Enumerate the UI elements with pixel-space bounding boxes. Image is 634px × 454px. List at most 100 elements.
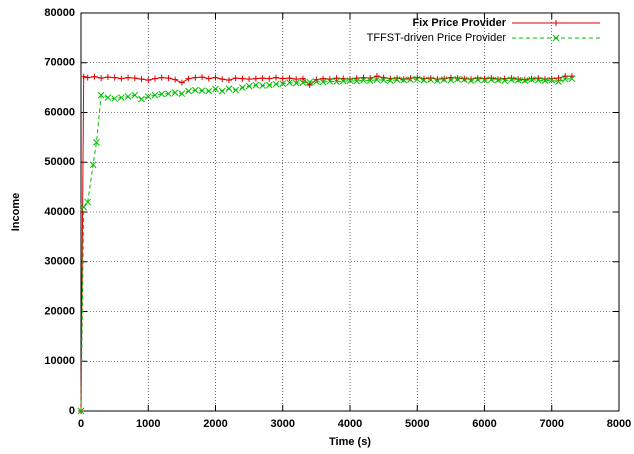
point-marker: [239, 75, 246, 82]
x-tick-label: 1000: [136, 418, 160, 430]
point-marker: [266, 75, 273, 82]
point-marker: [400, 76, 408, 84]
point-marker: [131, 91, 139, 99]
point-marker: [212, 85, 219, 93]
point-marker: [118, 75, 125, 82]
point-marker: [320, 75, 327, 82]
point-marker: [198, 87, 206, 94]
point-marker: [84, 74, 91, 81]
x-tick-label: 3000: [271, 418, 295, 430]
point-marker: [124, 93, 132, 100]
y-tick-label: 70000: [44, 57, 75, 69]
legend-marker: [552, 34, 560, 42]
point-marker: [77, 407, 85, 415]
point-marker: [339, 77, 347, 85]
x-tick-label: 4000: [338, 418, 362, 430]
point-marker: [413, 75, 421, 83]
point-marker: [420, 76, 428, 84]
point-marker: [98, 75, 105, 82]
point-marker: [265, 81, 273, 89]
point-marker: [548, 76, 556, 84]
point-marker: [259, 75, 266, 82]
point-marker: [454, 75, 461, 83]
point-marker: [353, 77, 361, 85]
x-tick-label: 5000: [405, 418, 429, 430]
point-marker: [91, 73, 98, 80]
y-axis-label: Income: [10, 193, 22, 232]
point-marker: [212, 74, 219, 81]
point-marker: [393, 76, 401, 84]
point-marker: [461, 75, 468, 82]
point-marker: [541, 77, 549, 85]
point-marker: [111, 74, 118, 81]
legend-label: Fix Price Provider: [412, 17, 506, 29]
point-marker: [319, 78, 327, 86]
point-marker: [299, 75, 306, 82]
point-marker: [360, 76, 367, 84]
series-line: [80, 78, 572, 412]
point-marker: [467, 77, 475, 85]
point-marker: [380, 76, 387, 84]
point-marker: [293, 76, 300, 83]
point-marker: [454, 75, 461, 82]
y-tick-label: 60000: [44, 106, 75, 118]
point-marker: [353, 75, 360, 82]
point-marker: [138, 76, 145, 83]
point-marker: [252, 81, 260, 89]
point-marker: [528, 75, 535, 82]
x-tick-label: 8000: [607, 418, 631, 430]
x-axis-label: Time (s): [329, 436, 371, 448]
y-tick-label: 30000: [44, 256, 75, 268]
point-marker: [279, 80, 287, 87]
point-marker: [346, 77, 354, 85]
point-marker: [568, 75, 576, 83]
y-tick-label: 80000: [44, 7, 75, 19]
point-marker: [528, 76, 535, 84]
point-marker: [555, 78, 562, 86]
point-marker: [515, 76, 522, 83]
point-marker: [158, 74, 165, 81]
point-marker: [219, 76, 226, 83]
point-marker: [508, 76, 515, 84]
point-marker: [494, 76, 501, 83]
point-marker: [259, 82, 266, 89]
legend-label: TFFST-driven Price Provider: [367, 32, 507, 44]
point-marker: [131, 75, 138, 82]
point-marker: [117, 94, 125, 101]
point-marker: [104, 74, 111, 81]
point-marker: [145, 77, 152, 84]
point-marker: [514, 76, 522, 84]
point-marker: [333, 75, 340, 82]
point-marker: [138, 95, 145, 103]
point-marker: [333, 78, 340, 86]
point-marker: [178, 79, 185, 86]
point-marker: [373, 73, 380, 80]
x-tick-label: 6000: [472, 418, 496, 430]
point-marker: [252, 75, 259, 82]
point-marker: [286, 79, 293, 87]
point-marker: [93, 138, 100, 146]
point-marker: [246, 76, 253, 83]
y-tick-label: 20000: [44, 305, 75, 317]
point-marker: [191, 86, 199, 94]
point-marker: [199, 74, 206, 81]
point-marker: [474, 76, 482, 84]
point-marker: [299, 79, 307, 87]
point-marker: [272, 80, 280, 88]
point-marker: [97, 91, 105, 99]
point-marker: [447, 76, 455, 84]
point-marker: [366, 77, 374, 85]
y-tick-label: 40000: [44, 206, 75, 218]
point-marker: [460, 76, 468, 84]
point-marker: [306, 82, 313, 89]
point-marker: [245, 82, 253, 90]
point-marker: [521, 76, 528, 83]
point-marker: [279, 75, 286, 82]
point-marker: [561, 75, 569, 83]
point-marker: [178, 90, 186, 97]
point-marker: [487, 76, 495, 84]
point-marker: [165, 75, 172, 82]
point-marker: [151, 75, 158, 82]
point-marker: [218, 87, 226, 95]
point-marker: [292, 79, 300, 87]
